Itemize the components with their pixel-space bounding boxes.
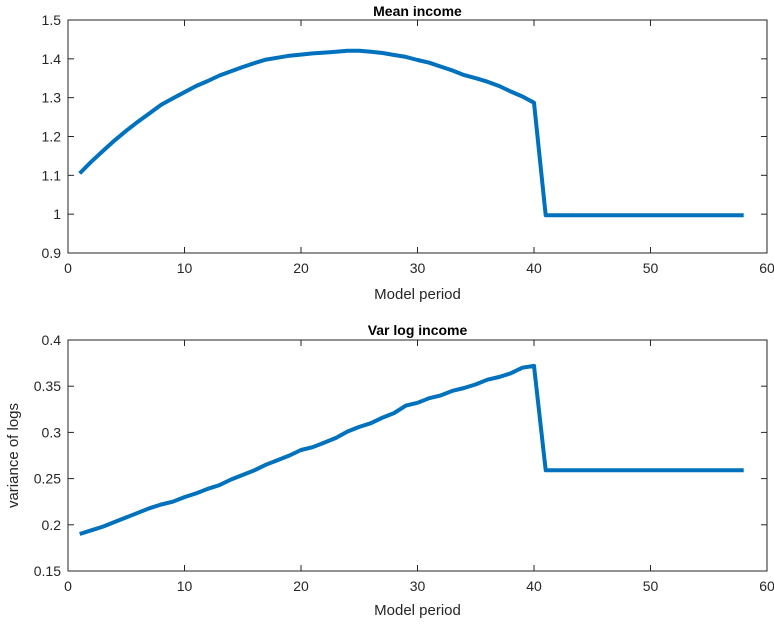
y-tick-label: 1.5	[42, 12, 62, 28]
y-tick-label: 1	[53, 206, 61, 222]
x-tick-label: 0	[64, 578, 72, 594]
x-axis-label: Model period	[374, 602, 461, 619]
series-line	[79, 363, 744, 536]
x-tick-label: 20	[293, 578, 309, 594]
y-tick-label: 0.25	[34, 471, 61, 487]
x-axis-label: Model period	[374, 286, 461, 303]
x-tick-label: 20	[293, 260, 309, 276]
x-tick-label: 10	[177, 260, 193, 276]
y-tick-label: 0.2	[42, 517, 62, 533]
x-tick-label: 50	[643, 578, 659, 594]
y-tick-label: 1.4	[42, 51, 62, 67]
y-tick-label: 0.4	[42, 332, 62, 348]
var-log-income-chart: 0 10 20 30 40 50 60 0.15 0.2 0.25 0.3 0.35 0.4 Var lo…	[5, 322, 774, 619]
y-tick-label: 0.35	[34, 378, 61, 394]
x-tick-label: 30	[410, 578, 426, 594]
plot-box	[67, 339, 768, 572]
y-tick-label: 1.2	[42, 129, 62, 145]
x-tick-label: 60	[759, 578, 774, 594]
x-tick-label: 40	[526, 578, 542, 594]
series-line	[78, 48, 744, 218]
x-tick-label: 0	[64, 260, 72, 276]
y-tick-label: 1.3	[42, 90, 62, 106]
chart-title: Mean income	[373, 3, 462, 19]
mean-income-chart: 0 10 20 30 40 50 60 0.9 1 1.1 1.2 1.3 1.4 1.5 Mean inc…	[42, 3, 774, 303]
x-tick-label: 30	[410, 260, 426, 276]
y-tick-label: 1.1	[42, 167, 62, 183]
y-tick-label: 0.9	[42, 245, 62, 261]
x-tick-label: 40	[526, 260, 542, 276]
x-tick-label: 10	[177, 578, 193, 594]
y-axis-label: variance of logs	[5, 403, 22, 508]
chart-title: Var log income	[368, 322, 468, 338]
y-tick-label: 0.3	[42, 424, 62, 440]
y-tick-label: 0.15	[34, 563, 61, 579]
x-tick-label: 50	[643, 260, 659, 276]
x-tick-label: 60	[759, 260, 774, 276]
plot-box	[67, 19, 768, 254]
